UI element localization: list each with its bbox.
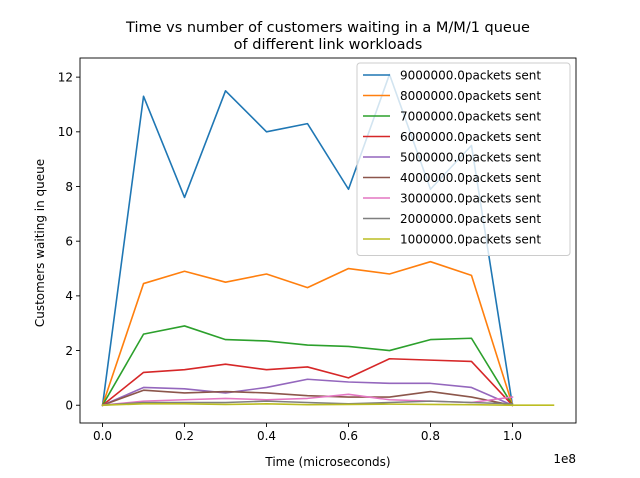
series-line-8 — [101, 400, 514, 407]
plot-area: 0.0 0.2 0.4 0.6 0.8 1.0 0 2 4 6 8 10 12 — [58, 57, 577, 443]
chart-title-line-2: of different link workloads — [234, 37, 423, 53]
series-line-3 — [101, 325, 514, 407]
y-tick-label: 4 — [65, 289, 73, 303]
legend-label-4: 6000000.0packets sent — [400, 130, 541, 144]
x-tick-label: 0.2 — [175, 429, 194, 443]
y-tick-label: 2 — [65, 344, 73, 358]
x-tick-label: 1.0 — [503, 429, 522, 443]
legend-box — [356, 62, 571, 256]
series-line-4 — [101, 357, 514, 407]
series-line-5 — [101, 378, 514, 407]
legend-label-8: 2000000.0packets sent — [400, 212, 541, 226]
y-axis-label: Customers waiting in queue — [33, 159, 47, 327]
legend-label-3: 7000000.0packets sent — [400, 109, 541, 123]
legend: 9000000.0packets sent 8000000.0packets se… — [356, 62, 571, 256]
chart-title-line-1: Time vs number of customers waiting in a… — [125, 20, 530, 36]
legend-label-6: 4000000.0packets sent — [400, 171, 541, 185]
x-tick-label: 0.6 — [339, 429, 358, 443]
x-axis-label: Time (microseconds) — [264, 455, 390, 469]
y-tick-label: 8 — [65, 180, 73, 194]
y-tick-label: 6 — [65, 234, 73, 248]
x-axis-offset-text: 1e8 — [553, 452, 576, 466]
legend-label-7: 3000000.0packets sent — [400, 191, 541, 205]
y-tick-label: 12 — [58, 70, 73, 84]
y-tick-label: 10 — [58, 125, 73, 139]
axes-frame — [79, 57, 577, 424]
x-tick-label: 0.8 — [421, 429, 440, 443]
series-line-6 — [101, 389, 514, 407]
legend-label-2: 8000000.0packets sent — [400, 89, 541, 103]
y-tick-label: 0 — [65, 399, 73, 413]
legend-label-1: 9000000.0packets sent — [400, 68, 541, 82]
series-line-2 — [101, 260, 514, 407]
legend-label-5: 5000000.0packets sent — [400, 150, 541, 164]
x-tick-label: 0.4 — [257, 429, 276, 443]
series-line-9 — [101, 403, 555, 407]
legend-label-9: 1000000.0packets sent — [400, 232, 541, 246]
x-tick-label: 0.0 — [93, 429, 112, 443]
